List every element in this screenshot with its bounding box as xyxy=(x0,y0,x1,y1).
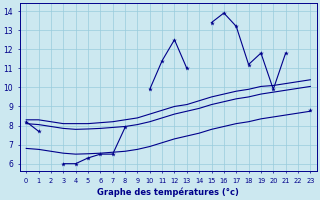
X-axis label: Graphe des températures (°c): Graphe des températures (°c) xyxy=(97,187,239,197)
